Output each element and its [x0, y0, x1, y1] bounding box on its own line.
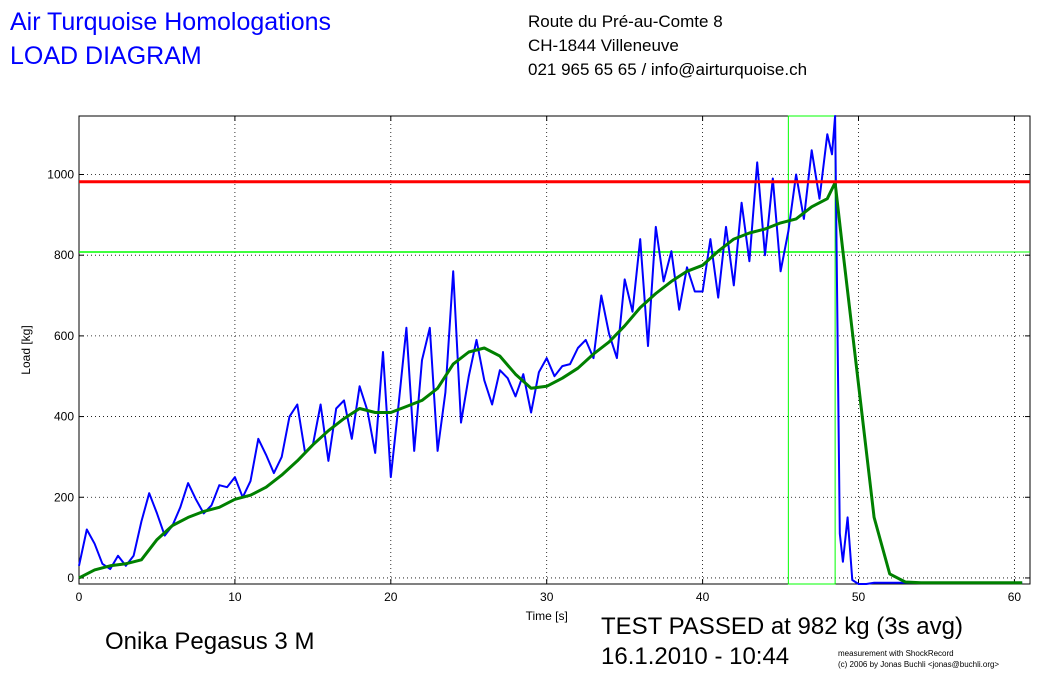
address-line-2: CH-1844 Villeneuve: [528, 36, 679, 55]
data-marks: [78, 115, 1030, 585]
test-datetime: 16.1.2010 - 10:44: [601, 643, 790, 670]
x-tick-label: 30: [540, 590, 554, 604]
x-tick-label: 0: [76, 590, 83, 604]
credit-line-1: measurement with ShockRecord: [838, 649, 954, 658]
x-tick-label: 50: [852, 590, 866, 604]
x-tick-label: 10: [228, 590, 242, 604]
plot-area: [78, 115, 1031, 585]
average-load-line: [78, 181, 1023, 585]
glider-model: Onika Pegasus 3 M: [105, 628, 315, 655]
y-tick-label: 0: [67, 571, 74, 585]
title-line-1: Air Turquoise Homologations: [10, 8, 331, 36]
address-line-3: 021 965 65 65 / info@airturquoise.ch: [528, 60, 808, 79]
y-axis-label: Load [kg]: [19, 325, 33, 374]
x-axis-label: Time [s]: [526, 609, 568, 623]
credit-line-2: (c) 2006 by Jonas Buchli <jonas@buchli.o…: [838, 660, 1000, 669]
y-tick-label: 200: [54, 490, 74, 504]
raw-load-line: [78, 115, 1023, 585]
x-tick-label: 20: [384, 590, 398, 604]
marker-box: [787, 115, 836, 585]
y-tick-label: 600: [54, 329, 74, 343]
x-tick-label: 40: [696, 590, 710, 604]
y-tick-label: 800: [54, 248, 74, 262]
test-result: TEST PASSED at 982 kg (3s avg): [601, 613, 963, 640]
title-line-2: LOAD DIAGRAM: [10, 42, 202, 70]
address-line-1: Route du Pré-au-Comte 8: [528, 12, 723, 31]
y-tick-label: 1000: [47, 168, 74, 182]
x-tick-label: 60: [1008, 590, 1022, 604]
y-tick-label: 400: [54, 410, 74, 424]
